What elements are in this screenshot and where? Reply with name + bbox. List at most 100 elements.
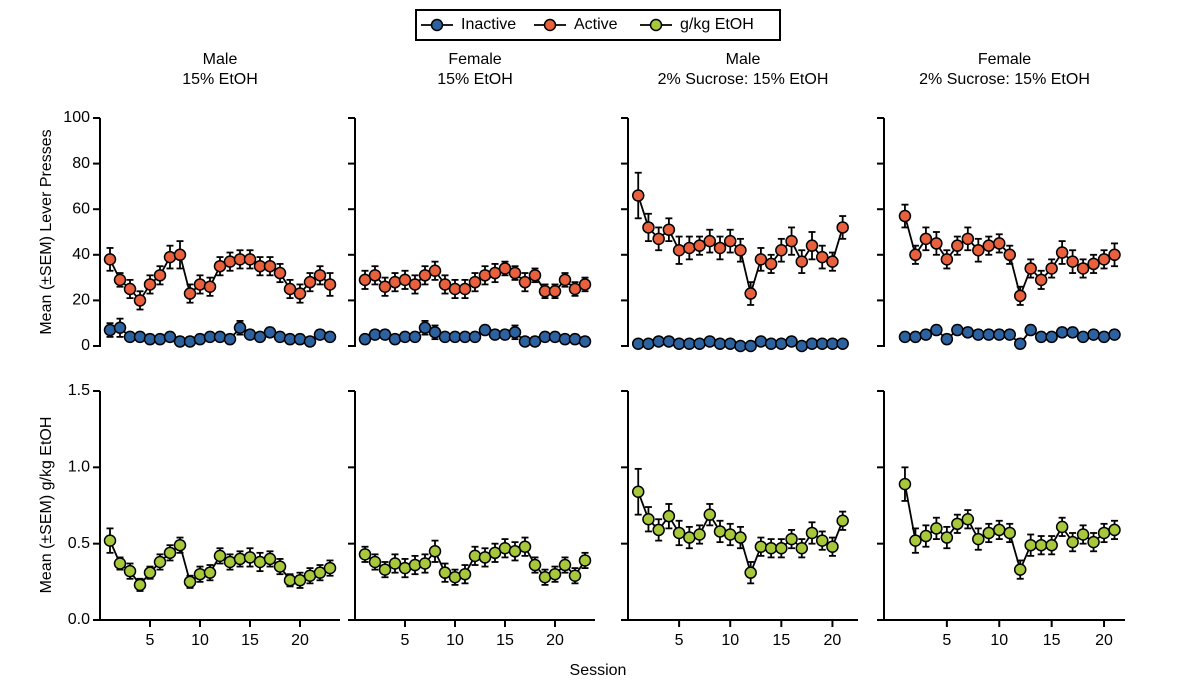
data-point — [693, 239, 706, 252]
data-point — [683, 337, 696, 350]
data-point — [323, 561, 337, 575]
data-point — [919, 529, 933, 543]
data-point — [213, 330, 227, 344]
data-point — [428, 326, 442, 339]
data-point — [961, 326, 975, 339]
x-tick-label: 10 — [721, 632, 739, 649]
data-point — [826, 337, 839, 350]
data-point — [528, 558, 542, 572]
data-point — [703, 335, 717, 348]
data-point — [1066, 326, 1079, 339]
data-point — [193, 332, 207, 346]
data-point — [153, 555, 167, 569]
data-point — [744, 287, 757, 300]
data-point — [113, 273, 127, 287]
data-point — [775, 541, 788, 555]
x-tick-label: 5 — [942, 632, 951, 649]
data-point — [323, 278, 337, 291]
data-point — [548, 285, 562, 298]
data-point — [1108, 523, 1121, 537]
data-point — [488, 266, 502, 280]
data-point — [972, 243, 985, 257]
data-point — [113, 321, 127, 335]
y-axis-label: Mean (±SEM) Lever Presses — [38, 129, 55, 334]
x-tick-label: 5 — [675, 632, 684, 649]
data-point — [703, 508, 717, 521]
data-point — [153, 332, 167, 346]
data-point — [548, 330, 562, 344]
data-point — [303, 275, 317, 289]
data-point — [378, 328, 392, 341]
data-point — [133, 294, 147, 307]
data-point — [703, 234, 717, 248]
data-point — [548, 567, 562, 581]
data-point — [193, 567, 207, 581]
x-axis-label: Session — [570, 662, 627, 679]
data-point — [775, 337, 788, 350]
data-point — [972, 328, 985, 341]
data-point — [815, 534, 829, 547]
data-point — [961, 232, 975, 246]
data-point — [713, 337, 727, 350]
legend-marker — [543, 18, 557, 32]
data-point — [940, 253, 954, 266]
data-point — [283, 282, 297, 296]
data-point — [1024, 538, 1037, 552]
data-point — [764, 257, 778, 271]
data-point — [1076, 330, 1090, 344]
data-point — [418, 321, 432, 335]
data-point — [652, 523, 665, 537]
data-point — [468, 330, 482, 344]
data-point — [898, 209, 912, 223]
data-point — [243, 328, 257, 341]
data-point — [163, 250, 177, 264]
data-point — [518, 275, 532, 289]
data-point — [982, 328, 996, 341]
data-point — [1024, 323, 1037, 337]
data-point — [785, 335, 798, 348]
data-point — [1108, 328, 1121, 341]
data-point — [662, 335, 676, 348]
data-point — [930, 323, 943, 337]
data-point — [508, 326, 522, 339]
data-point — [518, 540, 532, 553]
data-point — [898, 330, 912, 344]
legend-label: Inactive — [461, 16, 516, 33]
data-point — [805, 337, 819, 350]
data-point — [764, 337, 778, 350]
data-point — [662, 509, 676, 523]
data-point — [982, 239, 996, 252]
data-point — [558, 273, 572, 287]
data-point — [951, 517, 964, 531]
data-point — [113, 557, 127, 570]
y-tick-label: 60 — [72, 200, 90, 217]
data-point — [1108, 248, 1121, 262]
data-point — [508, 545, 522, 558]
data-point — [193, 278, 207, 291]
data-point — [163, 330, 177, 344]
data-point — [1034, 538, 1048, 552]
data-point — [123, 282, 137, 296]
data-point — [815, 337, 829, 350]
data-point — [775, 243, 788, 257]
data-point — [1003, 328, 1016, 341]
data-point — [378, 563, 392, 576]
y-tick-label: 0.0 — [68, 611, 90, 628]
data-point — [836, 514, 849, 528]
data-point — [213, 549, 227, 563]
data-point — [243, 253, 257, 266]
data-point — [930, 237, 943, 250]
data-point — [1076, 528, 1090, 541]
x-tick-label: 5 — [401, 632, 410, 649]
data-point — [734, 339, 747, 353]
panel-subtitle: 15% EtOH — [437, 71, 513, 88]
data-point — [263, 552, 277, 566]
data-point — [173, 248, 187, 262]
data-point — [528, 269, 542, 282]
data-point — [418, 269, 432, 282]
data-point — [642, 512, 655, 526]
data-point — [498, 328, 512, 341]
data-point — [785, 532, 798, 546]
data-point — [795, 339, 809, 353]
data-point — [143, 566, 157, 579]
